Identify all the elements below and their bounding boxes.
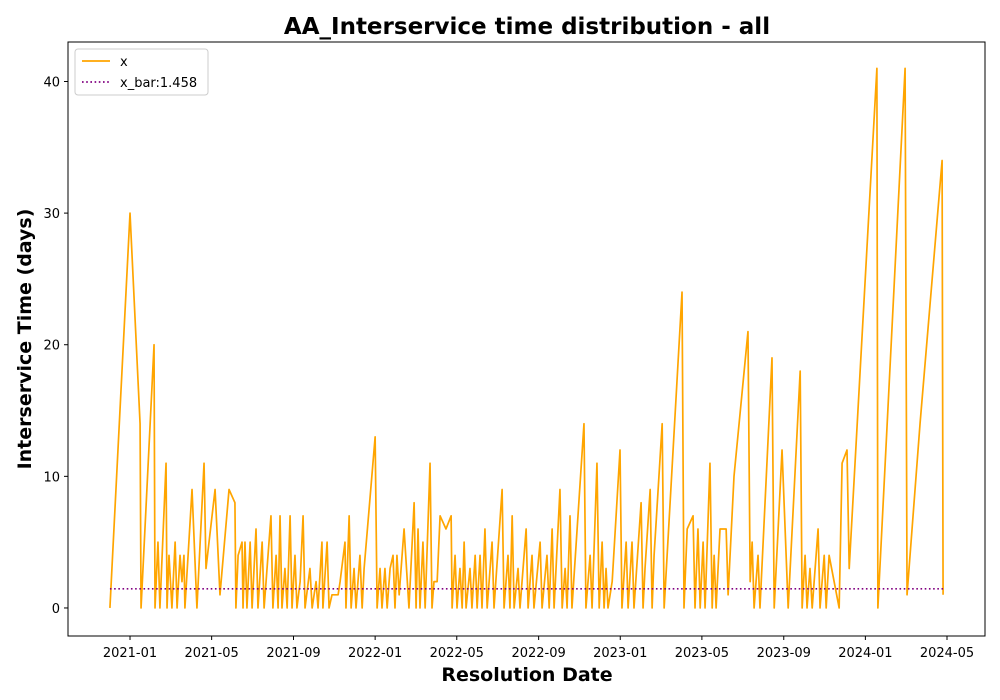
x-tick-label: 2022-09 [511,646,565,661]
y-tick-label: 40 [43,75,60,90]
x-tick-label: 2023-01 [593,646,647,661]
y-tick-label: 30 [43,207,60,222]
y-tick-label: 0 [52,602,60,617]
x-tick-label: 2021-01 [103,646,157,661]
x-tick-label: 2021-05 [184,646,238,661]
y-axis-label: Interservice Time (days) [14,209,36,470]
x-tick-label: 2023-05 [675,646,729,661]
y-tick-label: 20 [43,339,60,354]
chart-title: AA_Interservice time distribution - all [284,14,770,40]
x-axis-label: Resolution Date [441,664,612,686]
x-tick-label: 2023-09 [757,646,811,661]
legend-label: x_bar:1.458 [120,76,197,91]
plot-frame [67,41,986,637]
x-tick-label: 2021-09 [266,646,320,661]
data-line [109,67,944,609]
x-tick-label: 2024-05 [920,646,974,661]
legend-label: x [120,55,128,70]
x-tick-label: 2024-01 [838,646,892,661]
x-tick-label: 2022-01 [348,646,402,661]
x-tick-label: 2022-05 [430,646,484,661]
y-tick-label: 10 [43,470,60,485]
